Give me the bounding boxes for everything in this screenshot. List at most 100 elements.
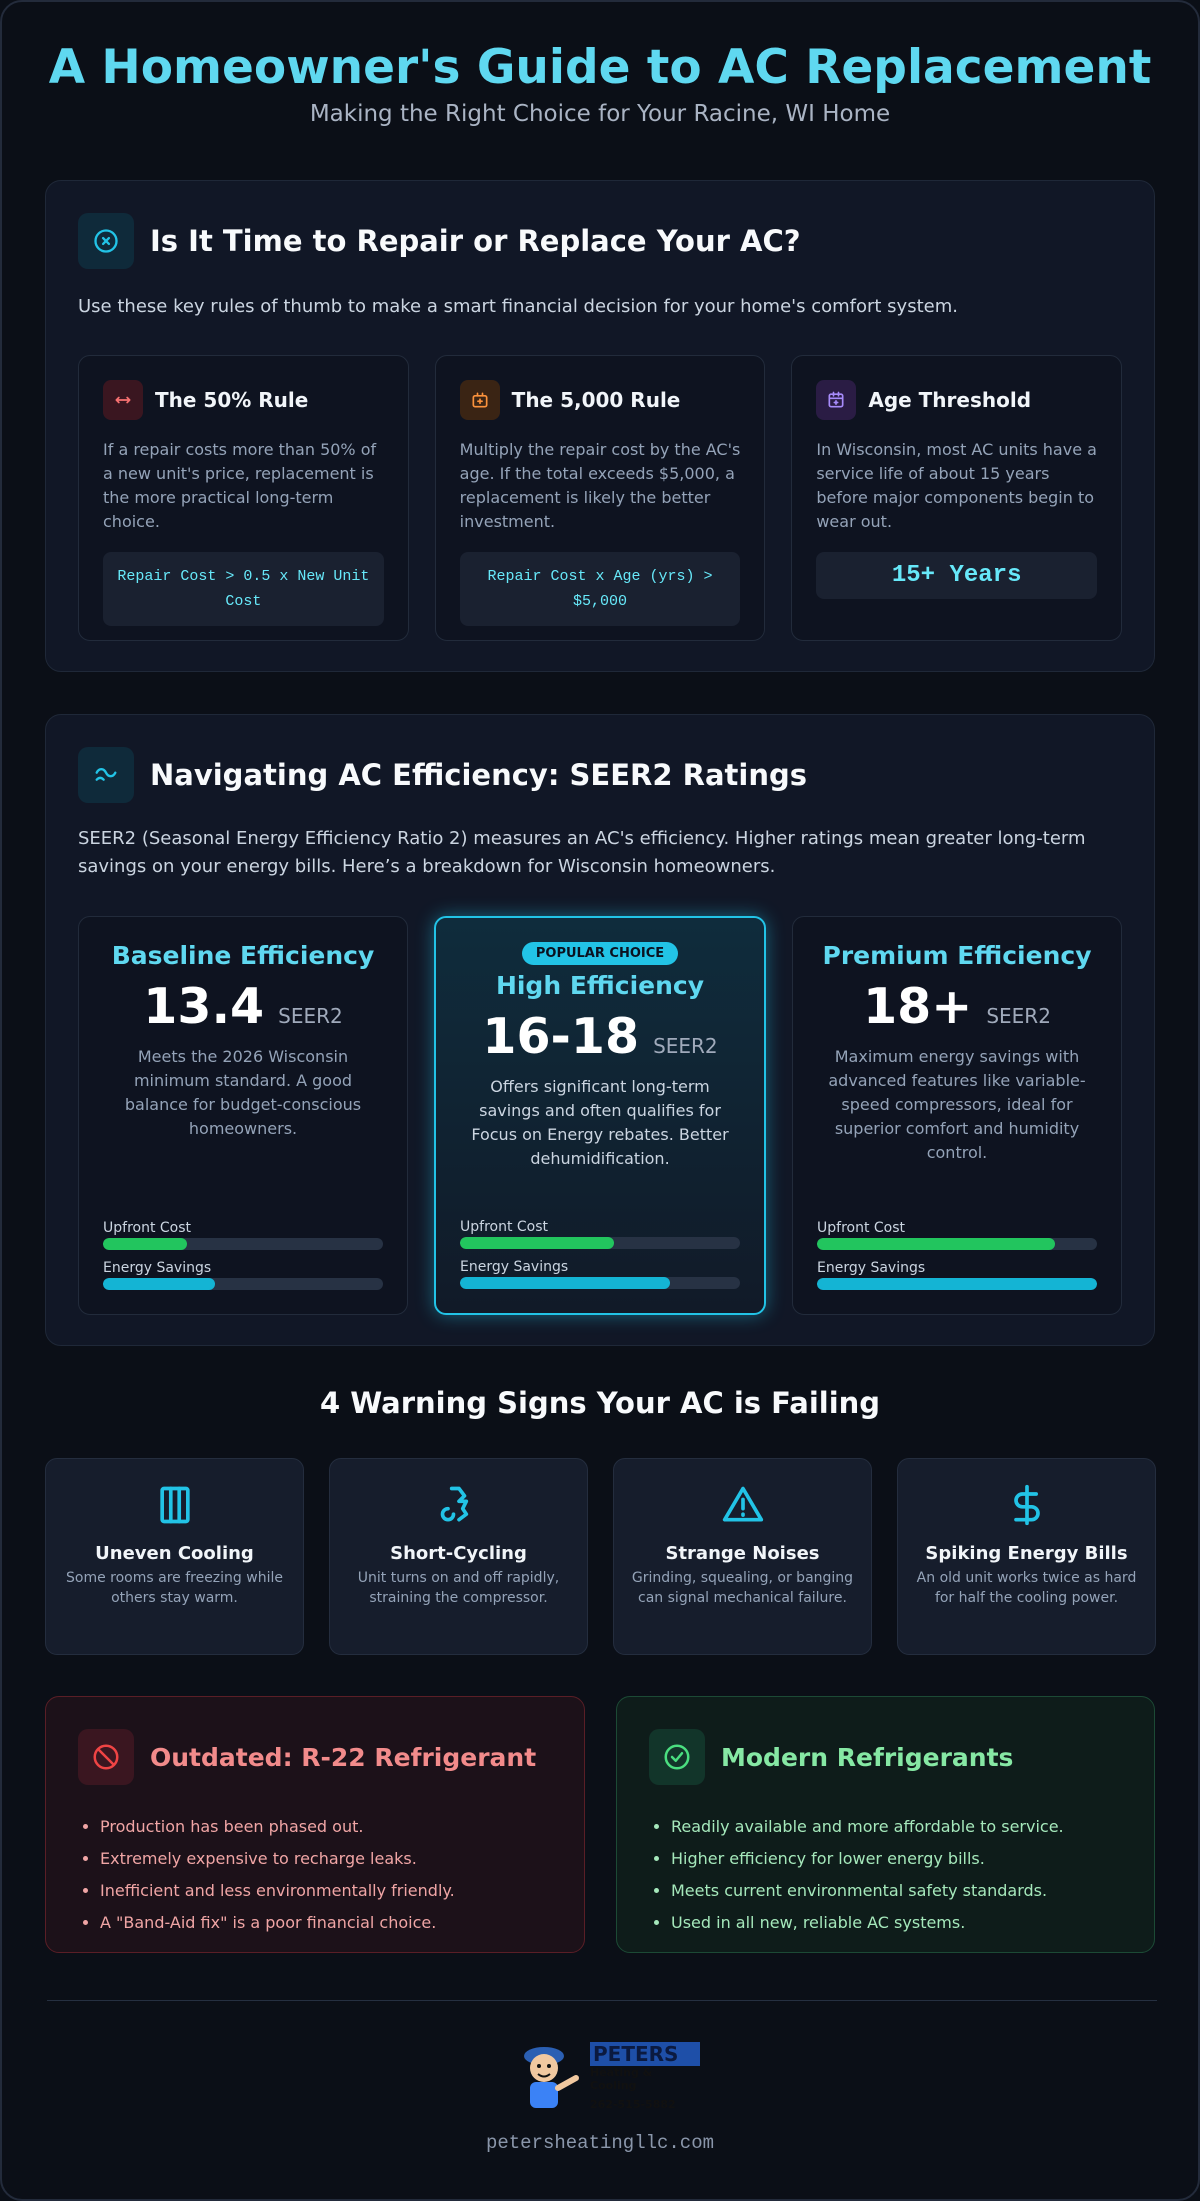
- warning-card: Strange Noises Grinding, squealing, or ba…: [613, 1458, 872, 1655]
- divider: [47, 2000, 1157, 2001]
- refrigerant-list: Readily available and more affordable to…: [649, 1811, 1122, 1939]
- refrigerant-list: Production has been phased out.Extremely…: [78, 1811, 552, 1939]
- warning-card: Uneven Cooling Some rooms are freezing wh…: [45, 1458, 304, 1655]
- icon: [103, 380, 143, 420]
- icon-glyph: [1013, 1484, 1040, 1526]
- warning-title: Uneven Cooling: [95, 1543, 254, 1564]
- panel-header: Is It Time to Repair or Replace Your AC?: [78, 213, 801, 269]
- refrigerant-item: Production has been phased out.: [100, 1811, 552, 1843]
- rule-header: The 50% Rule: [103, 380, 384, 420]
- bar-fill: [460, 1277, 670, 1289]
- icon: [78, 747, 134, 803]
- bar-label: Energy Savings: [103, 1260, 212, 1276]
- rule-title: The 5,000 Rule: [511, 388, 681, 412]
- seer-panel: Navigating AC Efficiency: SEER2 Ratings S…: [45, 714, 1155, 1346]
- icon-glyph: [664, 1744, 690, 1770]
- rule-header: The 5,000 Rule: [459, 380, 741, 420]
- icon: [816, 380, 857, 420]
- tier-name: Premium Efficiency: [822, 941, 1092, 970]
- section-title: 4 Warning Signs Your AC is Failing: [319, 1386, 881, 1420]
- bar-track: [817, 1278, 1097, 1290]
- warning-title: Spiking Energy Bills: [925, 1543, 1128, 1564]
- warning-text: Some rooms are freezing while others sta…: [66, 1570, 283, 1606]
- rating-unit: SEER2: [278, 1004, 343, 1028]
- tier-card: Baseline Efficiency 13.4 SEER2 Meets the 20…: [78, 916, 408, 1315]
- warning-icon: [630, 1483, 855, 1531]
- bar-fill: [103, 1278, 215, 1290]
- rule-text: If a repair costs more than 50% of a new…: [103, 440, 377, 531]
- panel-title: Navigating AC Efficiency: SEER2 Ratings: [150, 758, 808, 792]
- icon-glyph: [115, 396, 131, 404]
- warning-card: Spiking Energy Bills An old unit works tw…: [897, 1458, 1156, 1655]
- rule-title: The 50% Rule: [155, 388, 309, 412]
- bar-label: Upfront Cost: [103, 1220, 192, 1236]
- bar-track: [460, 1237, 740, 1249]
- panel-intro: Use these key rules of thumb to make a s…: [78, 296, 958, 317]
- warning-text: An old unit works twice as hard for half…: [916, 1570, 1137, 1606]
- tier-rating: 13.4 SEER2: [103, 978, 383, 1035]
- page-subtitle: Making the Right Choice for Your Racine,…: [309, 101, 891, 127]
- icon: [78, 213, 134, 269]
- page-title: A Homeowner's Guide to AC Replacement: [48, 40, 1152, 95]
- icon-glyph: [722, 1486, 763, 1522]
- refrigerant-title: Modern Refrigerants: [721, 1742, 1014, 1772]
- rule-card: Age Threshold In Wisconsin, most AC units…: [791, 355, 1123, 641]
- rating-value: 18+: [863, 978, 973, 1035]
- tier-card: Premium Efficiency 18+ SEER2 Maximum energy…: [792, 916, 1122, 1315]
- tier-text: Meets the 2026 Wisconsin minimum standar…: [124, 1047, 362, 1138]
- refrigerant-item: Used in all new, reliable AC systems.: [671, 1907, 1122, 1939]
- bar-fill: [103, 1238, 187, 1250]
- refrigerant-box: Outdated: R-22 Refrigerant Production has…: [45, 1696, 585, 1953]
- rule-highlight: 15+ Years: [816, 552, 1098, 599]
- tier-rating: 18+ SEER2: [817, 978, 1097, 1035]
- repair-panel: Is It Time to Repair or Replace Your AC?…: [45, 180, 1155, 672]
- rating-unit: SEER2: [653, 1034, 718, 1058]
- bar-label: Energy Savings: [460, 1259, 569, 1275]
- icon: [78, 1729, 134, 1785]
- rule-card: The 50% Rule If a repair costs more than …: [78, 355, 409, 641]
- logo-text: PETERS Heating & Cooling 262-515-5882: [590, 2042, 700, 2111]
- logo-mascot: [524, 2047, 579, 2108]
- bar-track: [817, 1238, 1097, 1250]
- icon-glyph: [94, 229, 118, 253]
- refrigerant-title: Outdated: R-22 Refrigerant: [150, 1742, 537, 1772]
- bar-fill: [817, 1238, 1055, 1250]
- rating-value: 16-18: [482, 1008, 640, 1065]
- rating-value: 13.4: [143, 978, 265, 1035]
- panel-intro: SEER2 (Seasonal Energy Efficiency Ratio …: [78, 828, 1086, 877]
- bars: Upfront Cost Energy Savings: [103, 1210, 383, 1290]
- bar-fill: [460, 1237, 614, 1249]
- bar-track: [460, 1277, 740, 1289]
- bar-label: Upfront Cost: [817, 1220, 906, 1236]
- refrigerant-header: Outdated: R-22 Refrigerant: [78, 1729, 552, 1785]
- rule-title: Age Threshold: [868, 388, 1032, 412]
- bar-track: [103, 1278, 383, 1290]
- logo-phone: 262-515-5882: [590, 2098, 676, 2111]
- tier-text: Offers significant long-term savings and…: [471, 1077, 729, 1168]
- icon: [649, 1729, 705, 1785]
- rating-unit: SEER2: [986, 1004, 1051, 1028]
- rule-formula: Repair Cost > 0.5 x New Unit Cost: [103, 552, 384, 626]
- tier-cards: Baseline Efficiency 13.4 SEER2 Meets the 20…: [78, 916, 1122, 1315]
- refrigerant-box: Modern Refrigerants Readily available and…: [616, 1696, 1155, 1953]
- bar-fill: [817, 1278, 1097, 1290]
- warning-card: Short-Cycling Unit turns on and off rapid…: [329, 1458, 588, 1655]
- tier-name: High Efficiency: [495, 971, 705, 1000]
- bars: Upfront Cost Energy Savings: [460, 1209, 740, 1289]
- icon-glyph: [472, 392, 488, 408]
- tier-card: POPULAR CHOICE High Efficiency 16-18 SEER2 O…: [434, 916, 766, 1315]
- tier-text: Maximum energy savings with advanced fea…: [828, 1047, 1086, 1162]
- warning-icon: [346, 1483, 571, 1531]
- logo-name: PETERS: [590, 2042, 700, 2066]
- rule-text: Multiply the repair cost by the AC's age…: [459, 440, 741, 531]
- warning-icon: [62, 1483, 287, 1531]
- icon-glyph: [95, 768, 117, 781]
- bar-track: [103, 1238, 383, 1250]
- bar-label: Upfront Cost: [460, 1219, 549, 1235]
- logo-tagline: Heating & Cooling: [590, 2066, 653, 2092]
- warning-icon: [914, 1483, 1139, 1531]
- warning-text: Grinding, squealing, or banging can sign…: [631, 1570, 854, 1606]
- icon-glyph: [440, 1486, 468, 1522]
- rule-card: The 5,000 Rule Multiply the repair cost b…: [434, 355, 766, 641]
